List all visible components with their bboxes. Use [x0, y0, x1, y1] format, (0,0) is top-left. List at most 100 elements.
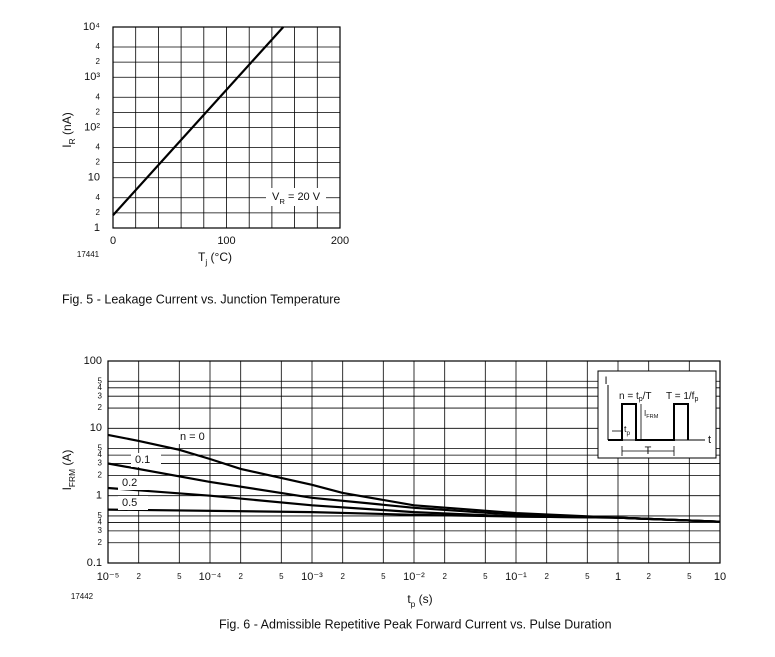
x-tick-label: 5 — [381, 572, 386, 581]
x-tick-label: 2 — [238, 572, 243, 581]
inset-text-sub: p — [639, 396, 643, 403]
x-axis-label: Tj (°C) — [198, 250, 232, 267]
series-line — [107, 433, 721, 523]
series-label-bg — [118, 496, 148, 510]
y-tick-label: 5 — [98, 376, 103, 385]
plot-frame — [112, 26, 341, 229]
series-line — [112, 26, 285, 216]
inset-text: T — [645, 445, 652, 457]
inset-text-sub: FRM — [646, 414, 658, 420]
y-tick-label: 10 — [88, 172, 100, 184]
x-tick-label: 2 — [340, 572, 345, 581]
y-tick-label: 10² — [84, 121, 100, 133]
series-label: 0.1 — [135, 454, 150, 466]
y-tick-label: 2 — [98, 538, 103, 547]
y-tick-label: 3 — [98, 526, 103, 535]
caption: Fig. 6 - Admissible Repetitive Peak Forw… — [219, 617, 612, 631]
annotation-rest: = 20 V — [285, 191, 321, 203]
y-tick-label: 5 — [98, 444, 103, 453]
series-label-bg — [176, 430, 206, 444]
x-tick-label: 2 — [442, 572, 447, 581]
y-tick-label: 4 — [98, 518, 103, 527]
x-tick-label: 10⁻⁵ — [97, 571, 120, 583]
figure-id: 17442 — [71, 592, 94, 601]
inset-text-sub: p — [627, 430, 631, 437]
x-axis-label: tp (s) — [407, 592, 432, 609]
y-tick-label: 2 — [96, 158, 101, 167]
y-tick-label: 2 — [98, 403, 103, 412]
x-tick-label: 10⁻⁴ — [199, 571, 222, 583]
x-tick-label: 10 — [714, 571, 726, 583]
inset-text-main: T = 1/f — [666, 391, 695, 402]
y-axis-label: IFRM (A) — [60, 450, 77, 491]
inset-axis-label: I — [604, 375, 607, 387]
annotation: VR = 20 V — [272, 191, 321, 206]
x-tick-label: 1 — [615, 571, 621, 583]
x-axis-label-main: T — [198, 250, 206, 264]
y-tick-label: 100 — [84, 355, 102, 367]
x-tick-label: 10⁻³ — [301, 571, 323, 583]
y-tick-label: 1 — [96, 490, 102, 502]
inset-text: T = 1/fp — [666, 391, 698, 404]
y-tick-label: 4 — [96, 193, 101, 202]
annotation-main: V — [272, 191, 280, 203]
y-tick-label: 2 — [96, 57, 101, 66]
x-tick-label: 100 — [217, 235, 235, 247]
x-axis-label-rest: (s) — [415, 592, 432, 606]
series-label: 0.5 — [122, 497, 137, 509]
x-tick-label: 2 — [646, 572, 651, 581]
figure-id: 17441 — [77, 250, 100, 259]
inset-text-main: t — [624, 424, 627, 434]
y-tick-label: 4 — [96, 143, 101, 152]
caption: Fig. 5 - Leakage Current vs. Junction Te… — [62, 292, 340, 306]
series-line — [107, 508, 721, 523]
plot-frame — [107, 360, 721, 564]
x-tick-label: 5 — [279, 572, 284, 581]
series-label-bg — [118, 476, 148, 490]
inset-waveform — [608, 403, 689, 441]
x-tick-label: 5 — [585, 572, 590, 581]
y-tick-label: 2 — [98, 471, 103, 480]
y-axis-label-rest: (A) — [60, 450, 74, 469]
x-axis-label-sub: p — [411, 599, 416, 609]
y-tick-label: 10 — [90, 422, 102, 434]
y-tick-label: 4 — [96, 42, 101, 51]
x-tick-label: 10⁻¹ — [505, 571, 527, 583]
x-tick-label: 2 — [136, 572, 141, 581]
inset-text-sub: p — [694, 396, 698, 403]
y-tick-label: 2 — [96, 208, 101, 217]
series-label: 0.2 — [122, 477, 137, 489]
y-axis-label: IR (nA) — [60, 112, 77, 147]
inset-text: IFRM — [644, 409, 659, 420]
x-tick-label: 2 — [544, 572, 549, 581]
series-label-bg — [131, 453, 161, 467]
y-tick-label: 3 — [98, 391, 103, 400]
inset-text-main: I — [644, 409, 646, 418]
inset-axis-label: t — [708, 434, 711, 446]
y-tick-label: 10⁴ — [83, 21, 100, 33]
x-tick-label: 5 — [483, 572, 488, 581]
y-tick-label: 5 — [98, 511, 103, 520]
y-axis-label-sub: FRM — [67, 469, 77, 487]
inset-text-rest: /T — [643, 391, 652, 402]
y-tick-label: 4 — [96, 92, 101, 101]
y-axis-label-rest: (nA) — [60, 112, 74, 138]
y-tick-label: 10³ — [84, 71, 100, 83]
inset-text: n = tp/T — [619, 391, 652, 404]
y-tick-label: 4 — [98, 383, 103, 392]
x-tick-label: 5 — [687, 572, 692, 581]
x-tick-label: 200 — [331, 235, 349, 247]
y-tick-label: 1 — [94, 222, 100, 234]
x-tick-label: 0 — [110, 235, 116, 247]
inset-text: tp — [624, 424, 631, 437]
inset-box — [597, 370, 717, 459]
annotation-sub: R — [279, 197, 285, 206]
y-tick-label: 2 — [96, 107, 101, 116]
x-axis-label-main: t — [407, 592, 411, 606]
x-axis-label-rest: (°C) — [207, 250, 232, 264]
inset-text-main: n = t — [619, 391, 639, 402]
y-tick-label: 3 — [98, 459, 103, 468]
x-tick-label: 5 — [177, 572, 182, 581]
